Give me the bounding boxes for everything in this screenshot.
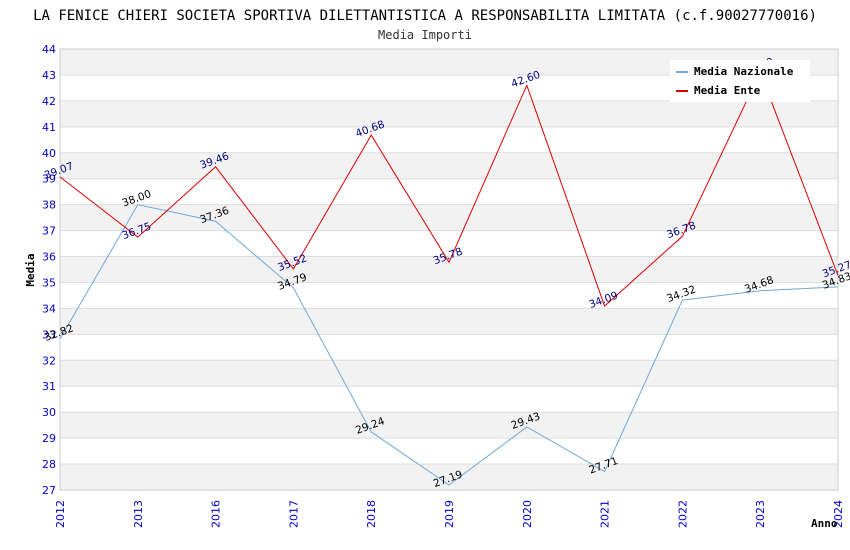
x-tick-label: 2021 (599, 500, 612, 528)
x-axis-ticks: 2012 2013 2016 2017 2018 2019 2020 2021 2022 2023… (54, 500, 845, 528)
plot-border (59, 48, 839, 491)
y-axis-label: Media (24, 253, 37, 286)
data-label-media-nazionale: 32.82 (43, 322, 75, 344)
grid-band (60, 204, 838, 231)
grid-lines (60, 48, 838, 491)
grid-bands (60, 49, 838, 490)
legend-label-media-nazionale: Media Nazionale (694, 65, 794, 78)
y-tick-label: 44 (42, 43, 56, 56)
y-tick-label: 43 (42, 69, 56, 82)
y-tick-label: 31 (42, 380, 56, 393)
series-line-media-nazionale (59, 204, 839, 486)
x-tick-label: 2020 (521, 500, 534, 528)
grid-band (60, 360, 838, 387)
y-tick-label: 37 (42, 225, 56, 238)
x-tick-label: 2016 (210, 500, 223, 528)
y-tick-label: 39 (42, 173, 56, 186)
x-tick-label: 2018 (365, 500, 378, 528)
x-tick-label: 2022 (676, 500, 689, 528)
y-tick-label: 40 (42, 147, 56, 160)
legend: Media Nazionale Media Ente (670, 60, 810, 102)
x-tick-label: 2013 (132, 500, 145, 528)
data-label-media-ente: 34.09 (587, 289, 619, 311)
y-tick-label: 38 (42, 199, 56, 212)
x-tick-label: 2012 (54, 500, 67, 528)
grid-band (60, 100, 838, 127)
x-tick-label: 2017 (287, 500, 300, 528)
y-tick-label: 33 (42, 328, 56, 341)
y-tick-label: 29 (42, 432, 56, 445)
y-axis-ticks: 27 28 29 30 31 32 33 34 35 36 37 38 39 40 41 42 43 44 (42, 43, 56, 497)
grid-band (60, 152, 838, 179)
series-line-media-ente (59, 71, 839, 307)
series-lines (59, 71, 839, 486)
grid-band (60, 256, 838, 283)
y-tick-label: 35 (42, 276, 56, 289)
legend-label-media-ente: Media Ente (694, 84, 761, 97)
chart-title: LA FENICE CHIERI SOCIETA SPORTIVA DILETT… (33, 8, 817, 24)
x-tick-label: 2024 (832, 500, 845, 528)
x-tick-label: 2023 (754, 500, 767, 528)
y-tick-label: 30 (42, 406, 56, 419)
y-tick-label: 32 (42, 354, 56, 367)
y-tick-label: 36 (42, 251, 56, 264)
y-tick-label: 28 (42, 458, 56, 471)
y-tick-label: 42 (42, 95, 56, 108)
y-tick-label: 41 (42, 121, 56, 134)
y-tick-label: 27 (42, 484, 56, 497)
chart-subtitle: Media Importi (378, 28, 472, 42)
y-tick-label: 34 (42, 302, 56, 315)
x-tick-label: 2019 (443, 500, 456, 528)
legend-box (670, 60, 810, 102)
grid-band (60, 412, 838, 439)
grid-band (60, 308, 838, 335)
x-axis-label: Anno (811, 517, 838, 530)
